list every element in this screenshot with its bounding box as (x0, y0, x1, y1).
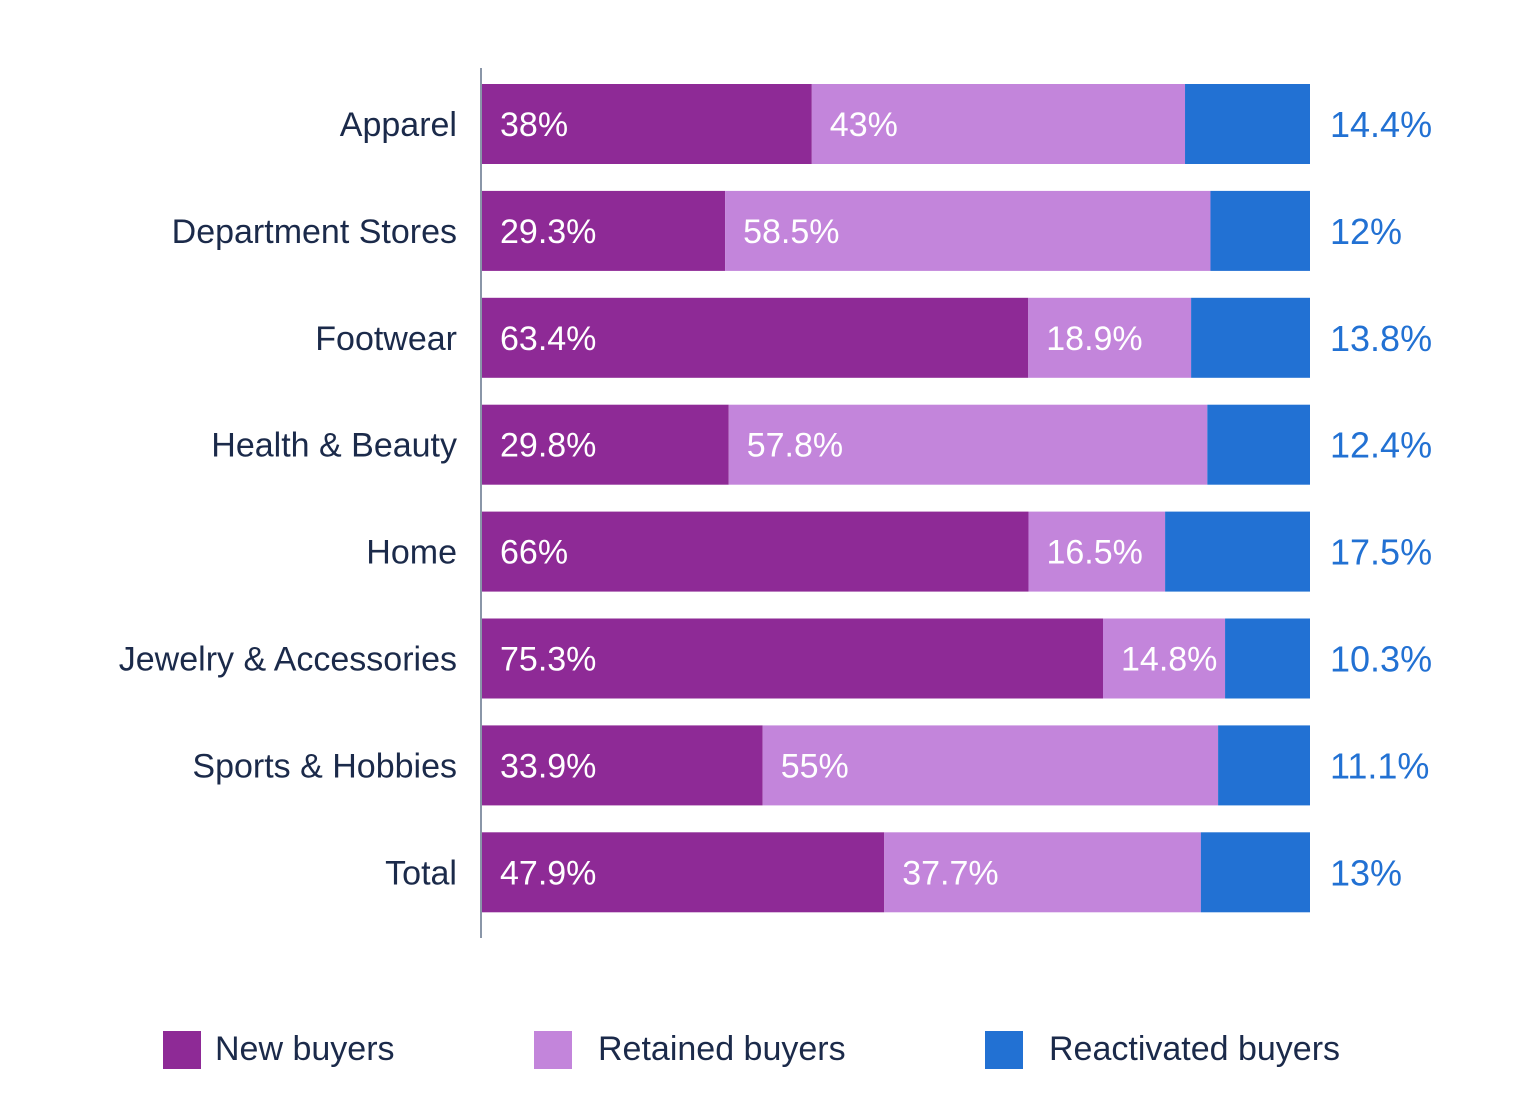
bar-retained-buyers-sports-and-hobbies (762, 725, 1219, 806)
data-label-retained-buyers-sports-and-hobbies: 55% (781, 747, 849, 785)
bar-new-buyers-home (482, 511, 1029, 592)
legend-swatch-retained-buyers (534, 1030, 572, 1069)
data-label-reactivated-buyers-health-and-beauty: 12.4% (1330, 425, 1432, 466)
data-label-retained-buyers-department-stores: 58.5% (743, 213, 839, 251)
data-label-new-buyers-health-and-beauty: 29.8% (500, 427, 596, 465)
bar-reactivated-buyers-health-and-beauty (1207, 404, 1310, 485)
legend-label-retained-buyers: Retained buyers (598, 1030, 846, 1068)
data-label-retained-buyers-jewelry-and-accessories: 14.8% (1121, 641, 1217, 679)
data-label-new-buyers-apparel: 38% (500, 106, 568, 144)
data-label-reactivated-buyers-sports-and-hobbies: 11.1% (1330, 745, 1429, 786)
data-label-retained-buyers-total: 37.7% (902, 854, 998, 892)
bar-retained-buyers-apparel (811, 84, 1186, 164)
bar-new-buyers-total (482, 832, 885, 913)
bar-new-buyers-health-and-beauty (482, 404, 729, 485)
data-label-reactivated-buyers-footwear: 13.8% (1330, 318, 1432, 359)
bar-retained-buyers-home (1028, 511, 1166, 592)
legend-item-reactivated-buyers: Reactivated buyers (985, 1030, 1340, 1069)
category-label-jewelry-and-accessories: Jewelry & Accessories (119, 641, 457, 679)
bar-new-buyers-sports-and-hobbies (482, 725, 763, 806)
bar-retained-buyers-health-and-beauty (728, 404, 1208, 485)
bar-new-buyers-department-stores (482, 190, 726, 271)
data-label-reactivated-buyers-home: 17.5% (1330, 532, 1432, 573)
legend-swatch-reactivated-buyers (985, 1030, 1023, 1069)
bar-reactivated-buyers-jewelry-and-accessories (1225, 618, 1310, 699)
bar-retained-buyers-jewelry-and-accessories (1103, 618, 1226, 699)
data-label-new-buyers-department-stores: 29.3% (500, 213, 596, 251)
data-label-retained-buyers-apparel: 43% (830, 106, 898, 144)
legend: New buyers Retained buyers Reactivated b… (0, 1020, 1536, 1084)
data-label-retained-buyers-health-and-beauty: 57.8% (747, 427, 843, 465)
data-label-new-buyers-total: 47.9% (500, 854, 596, 892)
bar-reactivated-buyers-footwear (1191, 297, 1310, 378)
category-label-total: Total (385, 854, 457, 892)
category-label-home: Home (366, 534, 457, 572)
legend-label-new-buyers: New buyers (215, 1030, 395, 1068)
bar-new-buyers-jewelry-and-accessories (482, 618, 1103, 699)
bar-retained-buyers-footwear (1028, 297, 1192, 378)
stacked-bar-chart: Apparel 38% 43% 14.4% Department Stores 29.3%… (119, 68, 1432, 938)
data-label-retained-buyers-footwear: 18.9% (1046, 320, 1142, 358)
data-label-new-buyers-home: 66% (500, 534, 568, 572)
data-label-reactivated-buyers-apparel: 14.4% (1330, 104, 1432, 145)
legend-label-reactivated-buyers: Reactivated buyers (1049, 1030, 1341, 1068)
data-label-new-buyers-jewelry-and-accessories: 75.3% (500, 641, 596, 679)
bar-reactivated-buyers-home (1165, 511, 1310, 592)
bar-reactivated-buyers-department-stores (1210, 190, 1310, 271)
bar-reactivated-buyers-sports-and-hobbies (1218, 725, 1310, 806)
bar-retained-buyers-total (884, 832, 1201, 913)
category-label-footwear: Footwear (315, 320, 457, 358)
category-label-department-stores: Department Stores (172, 213, 457, 251)
bar-reactivated-buyers-total (1200, 832, 1310, 913)
data-label-reactivated-buyers-total: 13% (1330, 852, 1402, 893)
data-label-reactivated-buyers-jewelry-and-accessories: 10.3% (1330, 639, 1432, 680)
data-label-retained-buyers-home: 16.5% (1046, 534, 1142, 572)
bar-new-buyers-footwear (482, 297, 1029, 378)
category-label-health-and-beauty: Health & Beauty (211, 427, 457, 465)
legend-item-retained-buyers: Retained buyers (534, 1030, 846, 1069)
data-label-reactivated-buyers-department-stores: 12% (1330, 211, 1402, 252)
data-label-new-buyers-footwear: 63.4% (500, 320, 596, 358)
legend-swatch-new-buyers (163, 1030, 201, 1069)
data-label-new-buyers-sports-and-hobbies: 33.9% (500, 747, 596, 785)
category-label-sports-and-hobbies: Sports & Hobbies (192, 747, 457, 785)
legend-item-new-buyers: New buyers (163, 1030, 395, 1069)
category-label-apparel: Apparel (340, 106, 457, 144)
bar-new-buyers-apparel (482, 84, 812, 164)
bars-group: Apparel 38% 43% 14.4% Department Stores 29.3%… (119, 84, 1432, 913)
bar-reactivated-buyers-apparel (1185, 84, 1310, 164)
bar-retained-buyers-department-stores (725, 190, 1211, 271)
